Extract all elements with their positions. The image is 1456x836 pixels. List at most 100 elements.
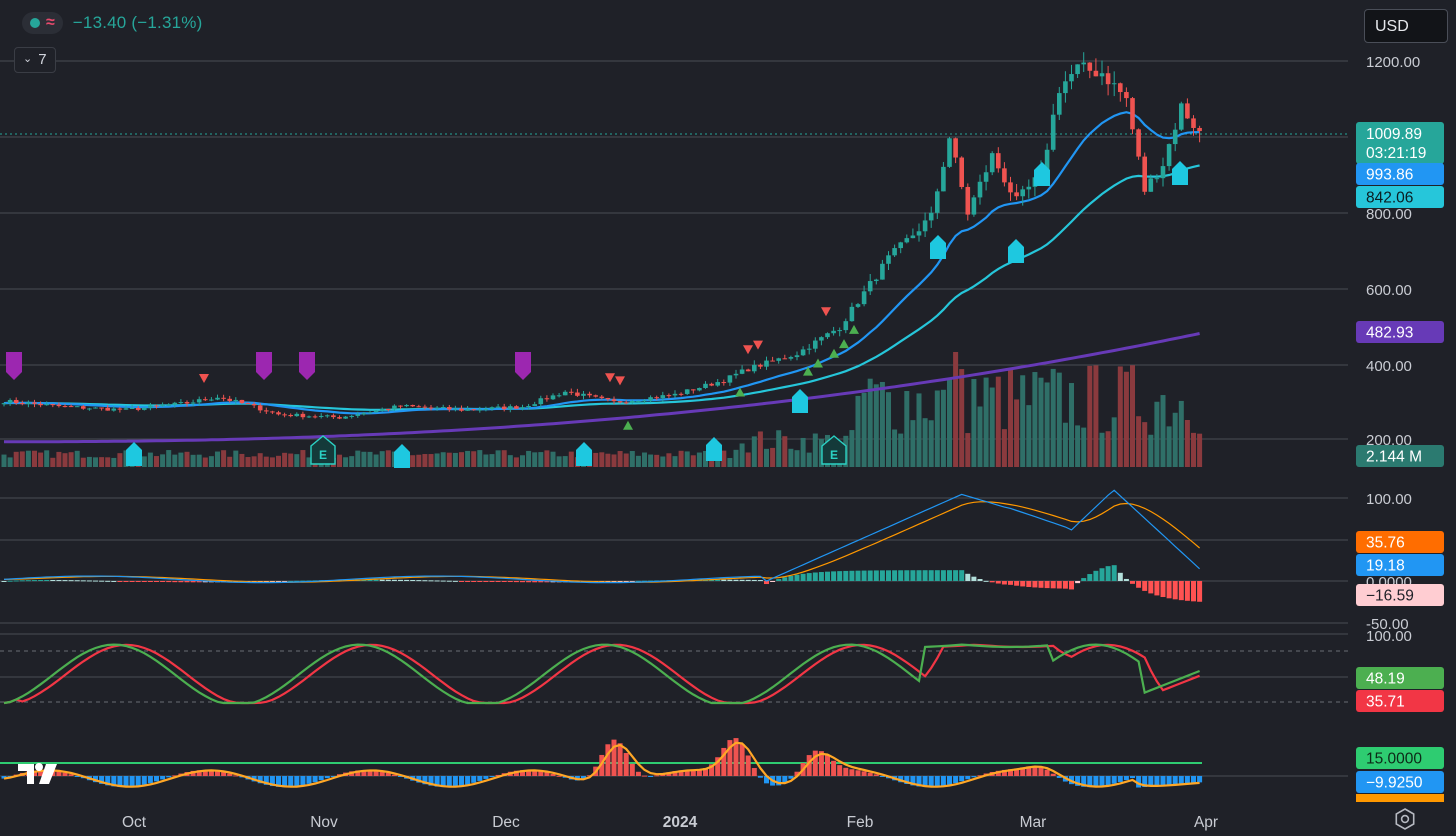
oscillator-bar — [581, 776, 586, 780]
status-pill[interactable]: ≈ — [22, 12, 63, 34]
candle-body — [922, 220, 928, 232]
candle-body — [361, 413, 367, 415]
macd-hist-bar — [93, 580, 98, 582]
volume-bar — [678, 450, 684, 467]
earnings-letter: E — [830, 448, 838, 462]
oscillator-bar — [642, 775, 647, 777]
macd-hist-bar — [538, 581, 544, 583]
oscillator-bar — [56, 771, 62, 776]
oscillator-bar — [526, 769, 532, 776]
event-marker-icon — [1008, 239, 1024, 263]
candle-body — [447, 407, 452, 410]
candle-body — [1136, 129, 1141, 157]
earnings-marker-icon — [310, 435, 336, 465]
candle-body — [1166, 144, 1172, 167]
volume-bar — [25, 450, 31, 467]
volume-bar — [739, 443, 745, 467]
volume-bar — [1105, 431, 1111, 467]
candle-body — [721, 382, 727, 384]
volume-bar — [764, 448, 769, 467]
macd-hist-bar — [422, 580, 428, 582]
volume-bar — [434, 453, 440, 467]
macd-hist-bar — [757, 580, 763, 582]
candle-body — [1075, 64, 1080, 75]
macd-hist-bar — [123, 581, 129, 582]
chevron-down-icon: ⌄ — [23, 53, 33, 65]
volume-bar — [623, 453, 629, 467]
volume-bar — [1111, 417, 1117, 467]
ema-mid-badge: 842.06 — [1356, 186, 1444, 208]
macd-hist-bar — [1154, 581, 1160, 596]
oscillator-bar — [849, 769, 855, 776]
macd-hist-bar — [544, 581, 550, 583]
candle-body — [874, 279, 879, 282]
candle-body — [142, 407, 147, 410]
candle-body — [105, 407, 110, 411]
oscillator-bar — [391, 774, 397, 776]
candle-body — [928, 212, 934, 221]
volume-bar — [154, 456, 159, 467]
candle-body — [294, 413, 300, 417]
candle-body — [1172, 129, 1178, 145]
macd-hist-bar — [1117, 572, 1123, 581]
volume-bar — [166, 450, 172, 467]
macd-hist-bar — [379, 579, 385, 581]
candle-body — [532, 404, 537, 406]
volume-bar — [794, 450, 800, 467]
oscillator-value-badge: −9.9250 — [1356, 771, 1444, 793]
macd-hist-bar — [288, 580, 294, 582]
macd-signal-badge-bg — [1356, 531, 1444, 553]
volume-bar — [629, 451, 635, 467]
volume-bar — [635, 455, 641, 467]
macd-hist-bar — [68, 580, 74, 582]
macd-hist-bar — [25, 580, 31, 582]
event-marker-icon — [792, 389, 808, 413]
indicators-collapse-button[interactable]: ⌄ 7 — [14, 47, 56, 73]
volume-bar — [385, 450, 391, 467]
volume-bar — [959, 369, 965, 467]
oscillator-bar — [715, 757, 721, 776]
volume-bar — [257, 453, 263, 467]
oscillator-bar — [995, 770, 1001, 776]
oscillator-bar — [379, 771, 385, 776]
currency-select[interactable]: USD — [1364, 9, 1448, 43]
candle-body — [215, 397, 220, 400]
candle-body — [904, 238, 910, 243]
oscillator-bar — [928, 776, 934, 788]
buy-arrow-icon — [849, 324, 859, 334]
volume-bars — [1, 352, 1203, 467]
volume-bar — [117, 453, 123, 467]
candle-body — [544, 398, 550, 400]
oscillator-bar — [916, 776, 922, 787]
candle-body — [111, 408, 117, 411]
volume-bar — [1001, 429, 1007, 467]
volume-bar — [849, 430, 855, 467]
oscillator-bar — [831, 760, 837, 776]
candle-body — [282, 414, 287, 416]
candle-body — [1197, 127, 1202, 132]
settings-icon[interactable] — [1394, 808, 1416, 830]
oscillator-bar — [269, 776, 275, 787]
candle-body — [520, 407, 525, 409]
macd-hist-bar — [1075, 581, 1081, 584]
macd-hist-bar — [764, 581, 769, 585]
oscillator-bar — [330, 776, 336, 777]
oscillator-bar — [556, 775, 562, 777]
time-axis-tick: Feb — [847, 814, 874, 831]
volume-bar — [983, 377, 989, 467]
oscillator-bar — [196, 770, 202, 776]
stoch-k-line — [3, 643, 1201, 705]
oscillator-bar — [312, 776, 318, 783]
volume-bar — [1014, 399, 1020, 467]
candle-body — [770, 360, 775, 362]
candle-body — [1124, 92, 1129, 99]
price-axis: 1200.00800.00600.00400.00200.00100.000.0… — [1366, 54, 1420, 645]
macd-hist-bar — [13, 580, 19, 582]
oscillator-bar — [873, 774, 879, 776]
candle-body — [654, 397, 659, 399]
volume-bar — [520, 455, 525, 467]
volume-bar — [147, 452, 153, 467]
volume-bar — [770, 447, 776, 467]
oscillator-bar — [1105, 776, 1111, 786]
